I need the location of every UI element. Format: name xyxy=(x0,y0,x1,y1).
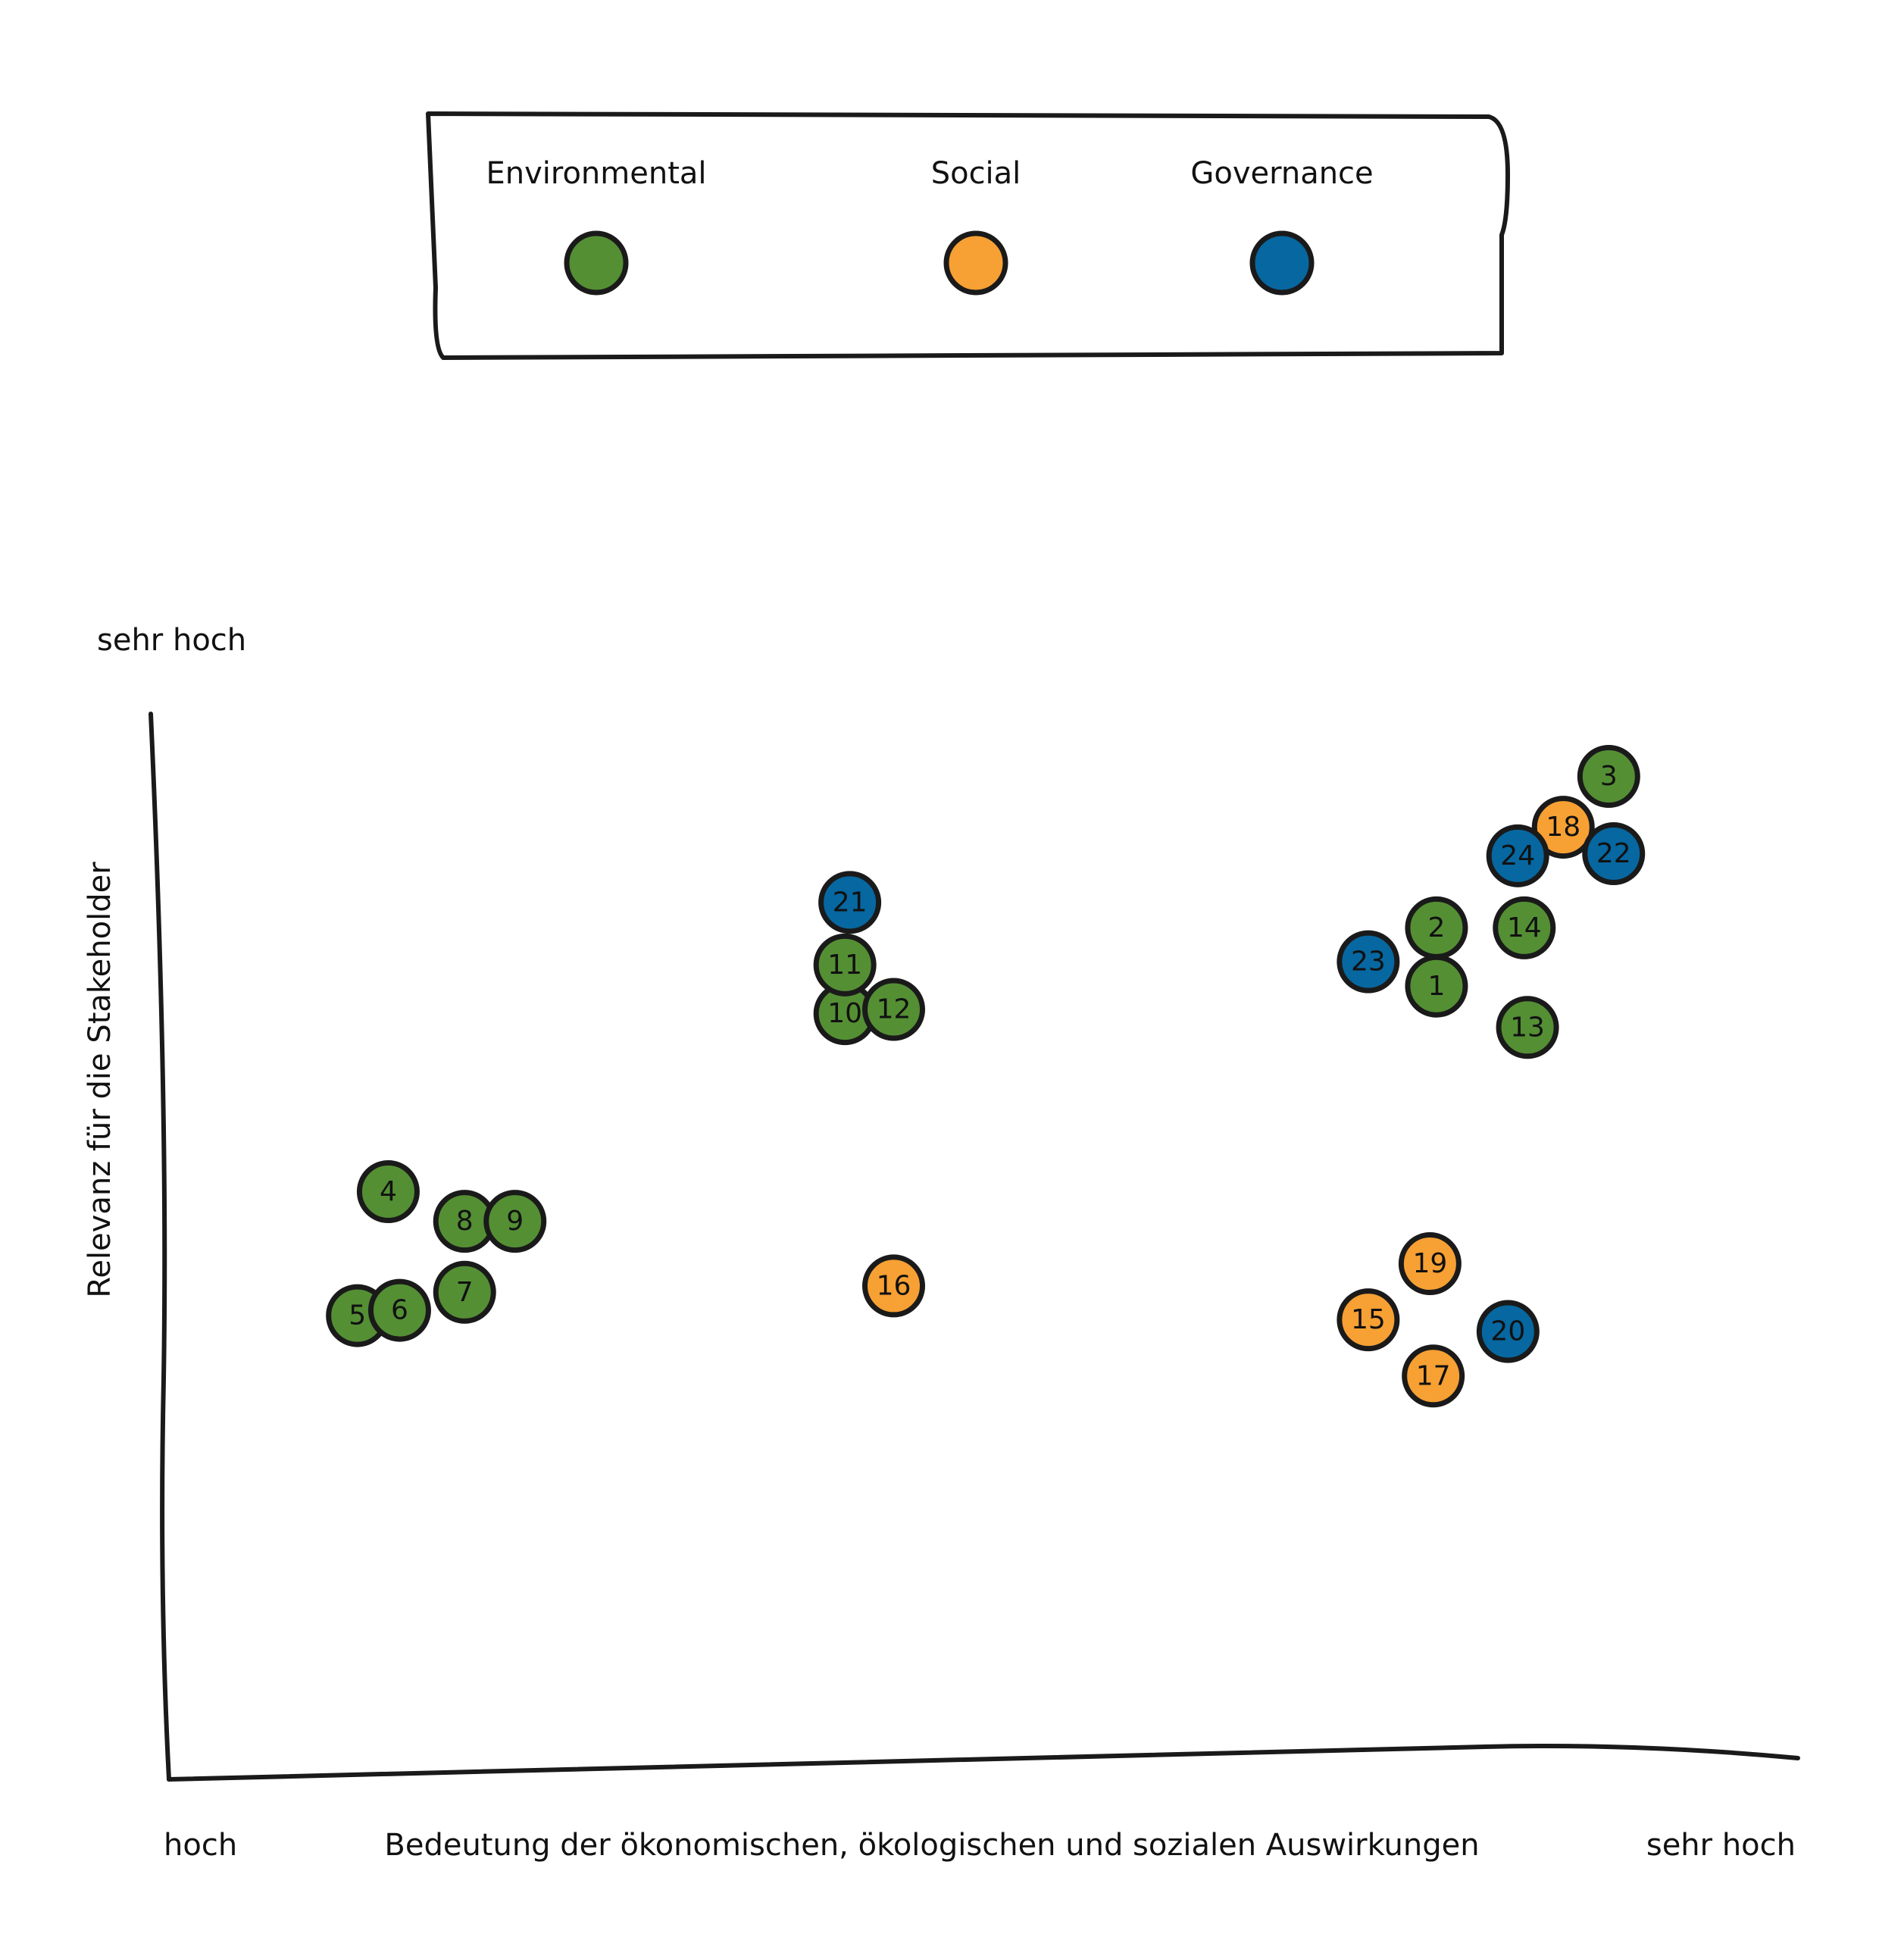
point-marker xyxy=(1398,1232,1462,1296)
point-label: 20 xyxy=(1490,1316,1525,1347)
point-marker xyxy=(1496,996,1559,1059)
point-marker xyxy=(1337,1288,1400,1352)
point-label: 9 xyxy=(506,1206,524,1237)
point-label: 22 xyxy=(1596,838,1631,869)
data-point-3: 3 xyxy=(1577,744,1640,808)
legend-entry-social: Social xyxy=(931,156,1021,296)
point-marker xyxy=(433,1260,496,1324)
x-axis-min-label: hoch xyxy=(164,1828,237,1863)
point-label: 18 xyxy=(1546,812,1580,843)
legend-marker-social xyxy=(943,230,1008,296)
point-label: 23 xyxy=(1351,947,1386,978)
data-point-13: 13 xyxy=(1496,996,1559,1059)
point-label: 15 xyxy=(1351,1304,1386,1335)
legend-label-environmental: Environmental xyxy=(486,156,706,191)
point-label: 17 xyxy=(1416,1360,1451,1391)
data-point-1: 1 xyxy=(1405,954,1468,1018)
data-point-19: 19 xyxy=(1398,1232,1462,1296)
legend-label-governance: Governance xyxy=(1190,156,1373,191)
legend-marker-environmental xyxy=(564,230,629,296)
legend-label-social: Social xyxy=(931,156,1021,191)
legend-box xyxy=(426,111,1510,360)
legend-entry-governance: Governance xyxy=(1190,156,1374,296)
data-point-16: 16 xyxy=(862,1254,926,1318)
point-label: 5 xyxy=(349,1300,366,1331)
point-marker xyxy=(1493,896,1556,959)
x-axis-title: Bedeutung der ökonomischen, ökologischen… xyxy=(384,1828,1479,1863)
point-label: 21 xyxy=(833,887,868,918)
data-point-8: 8 xyxy=(433,1190,496,1253)
point-marker xyxy=(862,1254,926,1318)
point-label: 12 xyxy=(877,994,911,1025)
data-point-2: 2 xyxy=(1405,896,1468,959)
point-marker xyxy=(1337,930,1400,993)
point-marker xyxy=(356,1159,420,1223)
point-label: 24 xyxy=(1500,840,1535,871)
data-point-6: 6 xyxy=(367,1278,431,1342)
point-label: 19 xyxy=(1412,1248,1447,1279)
x-axis-max-label: sehr hoch xyxy=(1646,1828,1796,1863)
point-marker xyxy=(1402,1344,1465,1408)
point-marker xyxy=(818,871,882,934)
point-label: 10 xyxy=(827,998,862,1029)
point-marker xyxy=(1577,744,1640,808)
data-point-11: 11 xyxy=(813,933,877,997)
point-label: 13 xyxy=(1510,1012,1545,1043)
point-marker xyxy=(367,1278,431,1342)
data-point-18: 18 xyxy=(1531,796,1595,859)
data-point-17: 17 xyxy=(1402,1344,1465,1408)
y-axis-title: Relevanz für die Stakeholder xyxy=(83,862,117,1298)
point-label: 11 xyxy=(827,950,862,981)
point-marker xyxy=(862,978,926,1041)
y-axis-line xyxy=(149,712,171,1782)
point-marker xyxy=(1405,896,1468,959)
point-marker xyxy=(813,933,877,997)
point-marker xyxy=(1531,796,1595,859)
data-point-9: 9 xyxy=(483,1190,547,1253)
point-label: 7 xyxy=(456,1277,474,1308)
data-point-4: 4 xyxy=(356,1159,420,1223)
data-point-14: 14 xyxy=(1493,896,1556,959)
data-point-22: 22 xyxy=(1582,822,1646,886)
legend-marker-governance xyxy=(1249,230,1315,296)
point-marker xyxy=(1582,822,1646,886)
point-label: 2 xyxy=(1428,912,1446,943)
point-label: 4 xyxy=(380,1176,397,1207)
data-point-24: 24 xyxy=(1486,824,1549,887)
point-label: 6 xyxy=(391,1295,408,1326)
point-marker xyxy=(1476,1300,1540,1363)
point-label: 1 xyxy=(1428,971,1446,1002)
data-point-21: 21 xyxy=(818,871,882,934)
data-point-15: 15 xyxy=(1337,1288,1400,1352)
data-point-7: 7 xyxy=(433,1260,496,1324)
point-label: 8 xyxy=(456,1206,474,1237)
data-point-12: 12 xyxy=(862,978,926,1041)
point-label: 14 xyxy=(1507,912,1542,943)
point-marker xyxy=(1486,824,1549,887)
legend-entry-environmental: Environmental xyxy=(486,156,707,296)
data-point-23: 23 xyxy=(1337,930,1400,993)
data-point-20: 20 xyxy=(1476,1300,1540,1363)
point-label: 3 xyxy=(1600,761,1618,792)
point-marker xyxy=(483,1190,547,1253)
y-axis-max-label: sehr hoch xyxy=(97,623,246,658)
x-axis-line xyxy=(167,1744,1800,1782)
point-label: 16 xyxy=(877,1270,911,1301)
